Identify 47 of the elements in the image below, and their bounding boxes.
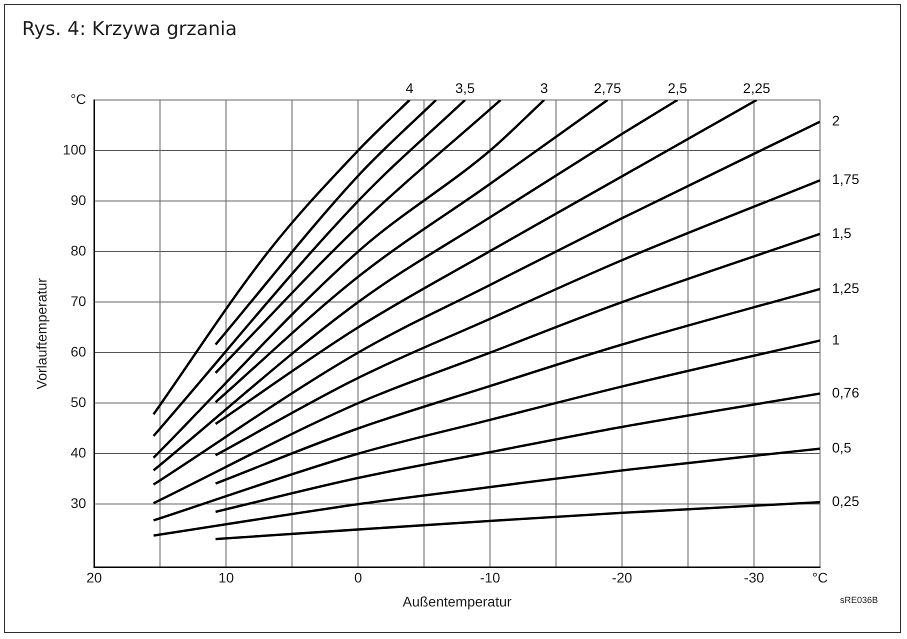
line-series [152, 232, 820, 504]
y-tick-label: 70 [70, 292, 86, 309]
x-tick-label: 20 [86, 570, 102, 586]
y-tick-label: 50 [70, 394, 86, 410]
y-tick-label: 60 [70, 344, 86, 360]
series-label: 4 [406, 80, 414, 96]
chart-title: Rys. 4: Krzywa grzania [22, 18, 238, 40]
y-tick-label: 40 [70, 444, 86, 461]
series-label: 1,25 [832, 280, 860, 296]
series-label: 2,75 [594, 80, 622, 96]
x-tick-label: -30 [744, 570, 764, 586]
line-series [214, 501, 820, 540]
line-series [152, 120, 820, 486]
line-series [214, 100, 609, 404]
y-tick-label: °C [70, 90, 86, 107]
series-label: 1,5 [832, 224, 852, 241]
series-label: 1,75 [832, 171, 860, 188]
line-series [152, 447, 820, 537]
line-series [152, 100, 546, 459]
line-series [152, 100, 679, 472]
series-label: 1 [832, 331, 840, 348]
x-tick-label: 10 [218, 570, 234, 586]
series-label: 2,25 [743, 80, 770, 96]
y-tick-label: 90 [70, 192, 86, 208]
series-label: 2,5 [668, 80, 688, 96]
x-tick-label: -20 [612, 570, 632, 586]
series-label: 0,25 [832, 493, 860, 510]
line-series [152, 100, 411, 416]
series-label: 3 [540, 80, 548, 96]
series-label: 3,5 [455, 80, 475, 96]
line-series [214, 100, 758, 426]
series-label: 0,5 [832, 440, 852, 456]
line-series [152, 339, 820, 522]
line-series [214, 392, 820, 514]
series-label: 0,76 [832, 384, 860, 400]
x-tick-label: 0 [354, 570, 362, 586]
line-series [214, 288, 820, 485]
y-tick-label: 30 [70, 495, 86, 512]
series-label: 2 [832, 112, 840, 129]
y-tick-label: 80 [70, 242, 86, 258]
x-tick-label: -10 [480, 570, 500, 586]
y-axis-title: Vorlauftemperatur [33, 278, 50, 390]
x-tick-label: °C [812, 570, 828, 586]
x-axis-title: Außentemperatur [402, 593, 512, 610]
line-series [214, 179, 820, 456]
text: sRE036B [840, 595, 878, 605]
y-tick-label: 100 [62, 141, 86, 158]
